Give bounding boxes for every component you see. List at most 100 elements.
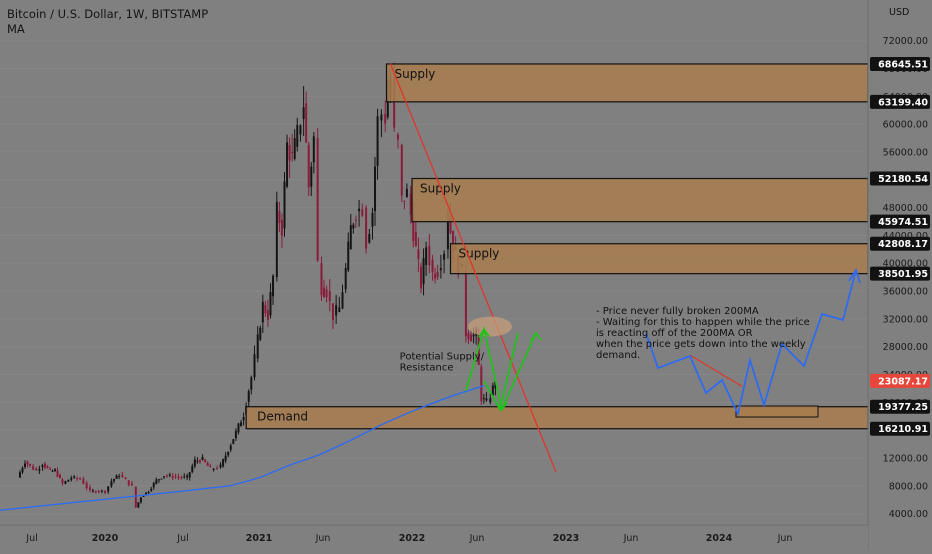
candle-up — [425, 247, 428, 265]
x-tick-label: Jun — [469, 533, 485, 544]
candle-down — [121, 474, 124, 477]
y-tick-label: 72000.00 — [883, 36, 928, 47]
candle-down — [26, 461, 29, 465]
y-tick-label: 44000.00 — [883, 231, 928, 242]
price-label: 52180.54 — [878, 174, 928, 185]
annotation-text: is reacting off of the 200MA OR — [596, 328, 753, 339]
candle-up — [312, 136, 315, 163]
candle-down — [320, 263, 323, 296]
candle-up — [446, 221, 449, 250]
candle-down — [89, 487, 91, 491]
annotation-text: demand. — [596, 350, 640, 361]
candle-up — [64, 481, 67, 484]
candle-up — [347, 241, 350, 271]
candle-up — [341, 292, 344, 309]
candle-down — [134, 486, 137, 508]
candle-down — [198, 460, 201, 463]
projected-trend-line — [689, 354, 743, 387]
candle-up — [183, 476, 186, 478]
annotation-text: - Price never fully broken 200MA — [596, 306, 759, 317]
chart-title-block: Bitcoin / U.S. Dollar, 1W, BITSTAMP MA — [7, 7, 208, 37]
candle-up — [380, 114, 383, 121]
candle-down — [35, 468, 38, 471]
y-tick-label: 28000.00 — [883, 342, 928, 353]
candle-down — [264, 304, 267, 314]
trend-line[interactable] — [389, 63, 557, 473]
annotation-text: when the price gets down into the weekly — [596, 339, 806, 350]
candle-up — [41, 465, 44, 468]
projected-path-green — [483, 332, 519, 412]
candle-up — [349, 225, 352, 250]
supply-zone-2[interactable] — [411, 177, 869, 223]
supply-zone-3[interactable] — [449, 243, 869, 275]
y-tick-label: 36000.00 — [883, 287, 928, 298]
candle-up — [19, 472, 21, 478]
x-tick-label: Jun — [315, 533, 331, 544]
candle-down — [94, 491, 97, 493]
candle-down — [480, 366, 483, 402]
candle-up — [91, 490, 94, 492]
candle-down — [180, 477, 183, 479]
supply-zone-1[interactable] — [385, 63, 869, 103]
candle-down — [56, 470, 59, 477]
candle-up — [73, 476, 76, 478]
candle-down — [165, 475, 168, 477]
candle-up — [115, 475, 118, 479]
candle-down — [204, 459, 207, 462]
candle-up — [472, 334, 475, 337]
candle-down — [396, 134, 399, 140]
candle-down — [280, 219, 283, 236]
current-price-label: 23087.17 — [878, 376, 928, 387]
price-label-bg — [870, 421, 930, 436]
candle-down — [316, 138, 319, 261]
candle-up — [371, 212, 374, 227]
time-axis[interactable] — [0, 525, 868, 550]
x-tick-label: 2021 — [246, 533, 272, 544]
y-tick-label: 40000.00 — [883, 259, 928, 270]
chart-title: Bitcoin / U.S. Dollar, 1W, BITSTAMP — [7, 7, 209, 21]
candle-down — [328, 291, 331, 301]
candle-up — [299, 125, 302, 135]
candle-up — [24, 463, 26, 467]
candle-up — [286, 142, 289, 187]
candle-up — [191, 466, 194, 472]
green-arrow-head — [495, 401, 508, 411]
price-label-bg — [870, 56, 930, 71]
candle-down — [414, 231, 417, 246]
candle-up — [272, 275, 275, 297]
candle-down — [417, 249, 420, 260]
candle-up — [422, 258, 425, 285]
blue-arrow-head — [848, 267, 861, 284]
candle-down — [452, 230, 455, 253]
price-label: 45974.51 — [878, 217, 928, 228]
price-label: 63199.40 — [878, 97, 928, 108]
candle-up — [253, 354, 256, 378]
candle-up — [485, 398, 488, 401]
candle-down — [82, 478, 85, 485]
candle-up — [142, 495, 145, 498]
candle-down — [29, 463, 31, 466]
candle-up — [386, 99, 389, 118]
candle-up — [160, 478, 163, 480]
candle-up — [310, 166, 313, 187]
candle-down — [59, 474, 61, 478]
candle-up — [110, 481, 113, 487]
candle-down — [104, 491, 106, 493]
candle-down — [171, 476, 174, 478]
supply-zone-label: Supply — [395, 67, 436, 81]
candle-up — [405, 188, 408, 198]
candle-up — [227, 451, 230, 456]
candle-up — [212, 468, 215, 470]
price-label-bg — [870, 399, 930, 414]
candle-up — [152, 482, 155, 488]
y-tick-label: 60000.00 — [883, 120, 928, 131]
candle-down — [354, 219, 357, 221]
candle-up — [112, 479, 115, 482]
candle-up — [145, 492, 148, 495]
x-tick-label: 2020 — [92, 533, 119, 544]
potential-supply-area — [468, 316, 512, 337]
y-tick-label: 56000.00 — [883, 147, 928, 158]
candle-down — [97, 490, 100, 492]
